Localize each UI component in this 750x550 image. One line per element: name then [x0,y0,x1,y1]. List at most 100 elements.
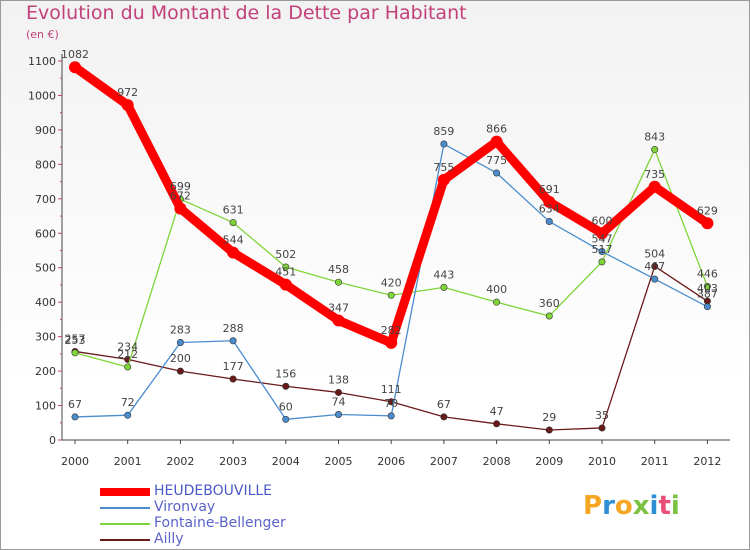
logo-letter: i [649,491,659,521]
data-labels: 1082 972 672 544 451 347 282 755 866 691 600 735 629… [61,48,718,424]
y-tick-label: 1000 [28,89,56,102]
y-tick-label: 700 [35,193,56,206]
data-label: 400 [486,283,507,296]
data-label: 387 [697,288,718,301]
data-label: 859 [433,125,454,138]
legend-swatch [100,507,150,509]
data-label: 972 [117,86,138,99]
logo-letter: t [658,491,671,521]
legend-swatch [100,539,150,541]
data-label: 458 [328,263,349,276]
x-tick-label: 2012 [693,455,721,468]
data-point [545,312,553,320]
data-label: 283 [170,323,191,336]
data-point [174,202,187,215]
data-label: 138 [328,373,349,386]
data-label: 29 [542,411,556,424]
data-label: 502 [275,248,296,261]
x-tick-label: 2010 [588,455,616,468]
data-point [334,411,342,419]
data-point [124,363,132,371]
data-point [176,367,184,375]
data-point [703,303,711,311]
y-tick-label: 100 [35,400,56,413]
data-label: 544 [223,234,244,247]
data-point [493,169,501,177]
x-tick-label: 2006 [377,455,405,468]
data-label: 672 [170,189,191,202]
data-point [598,424,606,432]
data-label: 234 [117,340,138,353]
data-point [545,218,553,226]
data-point [334,278,342,286]
data-label: 1082 [61,48,89,61]
series-lines [69,61,714,434]
x-tick-label: 2009 [535,455,563,468]
data-label: 443 [433,268,454,281]
data-point [332,314,345,327]
data-point [229,375,237,383]
data-point [440,283,448,291]
data-label: 634 [539,203,560,216]
data-label: 631 [223,204,244,217]
data-point [385,336,398,349]
y-tick-label: 1100 [28,55,56,68]
data-label: 504 [644,247,665,260]
x-tick-label: 2002 [166,455,194,468]
data-label: 699 [170,180,191,193]
x-tick-label: 2011 [641,455,669,468]
data-point [69,61,81,74]
data-label: 47 [490,405,504,418]
data-point [279,278,292,291]
data-point [121,99,134,112]
data-point [545,426,553,434]
logo-letter: P [583,491,603,521]
data-label: 111 [381,383,402,396]
y-tick-label: 600 [35,227,56,240]
data-label: 735 [644,168,665,181]
data-point [387,291,395,299]
data-point [596,227,608,240]
y-tick-label: 900 [35,124,56,137]
x-tick-label: 2004 [272,455,300,468]
data-point [334,388,342,396]
data-point [490,135,503,148]
data-point [651,262,659,270]
data-label: 517 [592,243,613,256]
data-label: 74 [332,396,346,409]
y-tick-label: 200 [35,365,56,378]
data-label: 67 [437,398,451,411]
y-tick-label: 400 [35,296,56,309]
proxiti-logo: Proxiti [583,491,680,521]
data-point [282,415,290,423]
data-point [387,412,395,420]
logo-letter: i [670,491,680,521]
x-tick-label: 2005 [325,455,353,468]
data-label: 467 [644,260,665,273]
data-label: 67 [68,398,82,411]
data-label: 177 [223,360,244,373]
data-label: 200 [170,352,191,365]
x-tick-label: 2001 [114,455,142,468]
data-label: 403 [697,282,718,295]
data-label: 70 [384,397,398,410]
y-tick-label: 300 [35,331,56,344]
y-tick-label: 800 [35,158,56,171]
data-label: 755 [433,161,454,174]
data-label: 360 [539,297,560,310]
x-tick-label: 2003 [219,455,247,468]
data-point [282,382,290,390]
data-label: 691 [539,183,560,196]
x-tick-label: 2008 [483,455,511,468]
data-label: 629 [697,204,718,217]
data-point [124,411,132,419]
data-label: 257 [65,332,86,345]
axes: 0 100 200 300 400 500 600 700 800 900 1000 1100 2000… [28,54,730,468]
data-label: 866 [486,123,507,136]
data-point [229,219,237,227]
x-tick-label: 2000 [61,455,89,468]
legend-label: Ailly [154,531,184,547]
series-line-0 [70,62,712,348]
